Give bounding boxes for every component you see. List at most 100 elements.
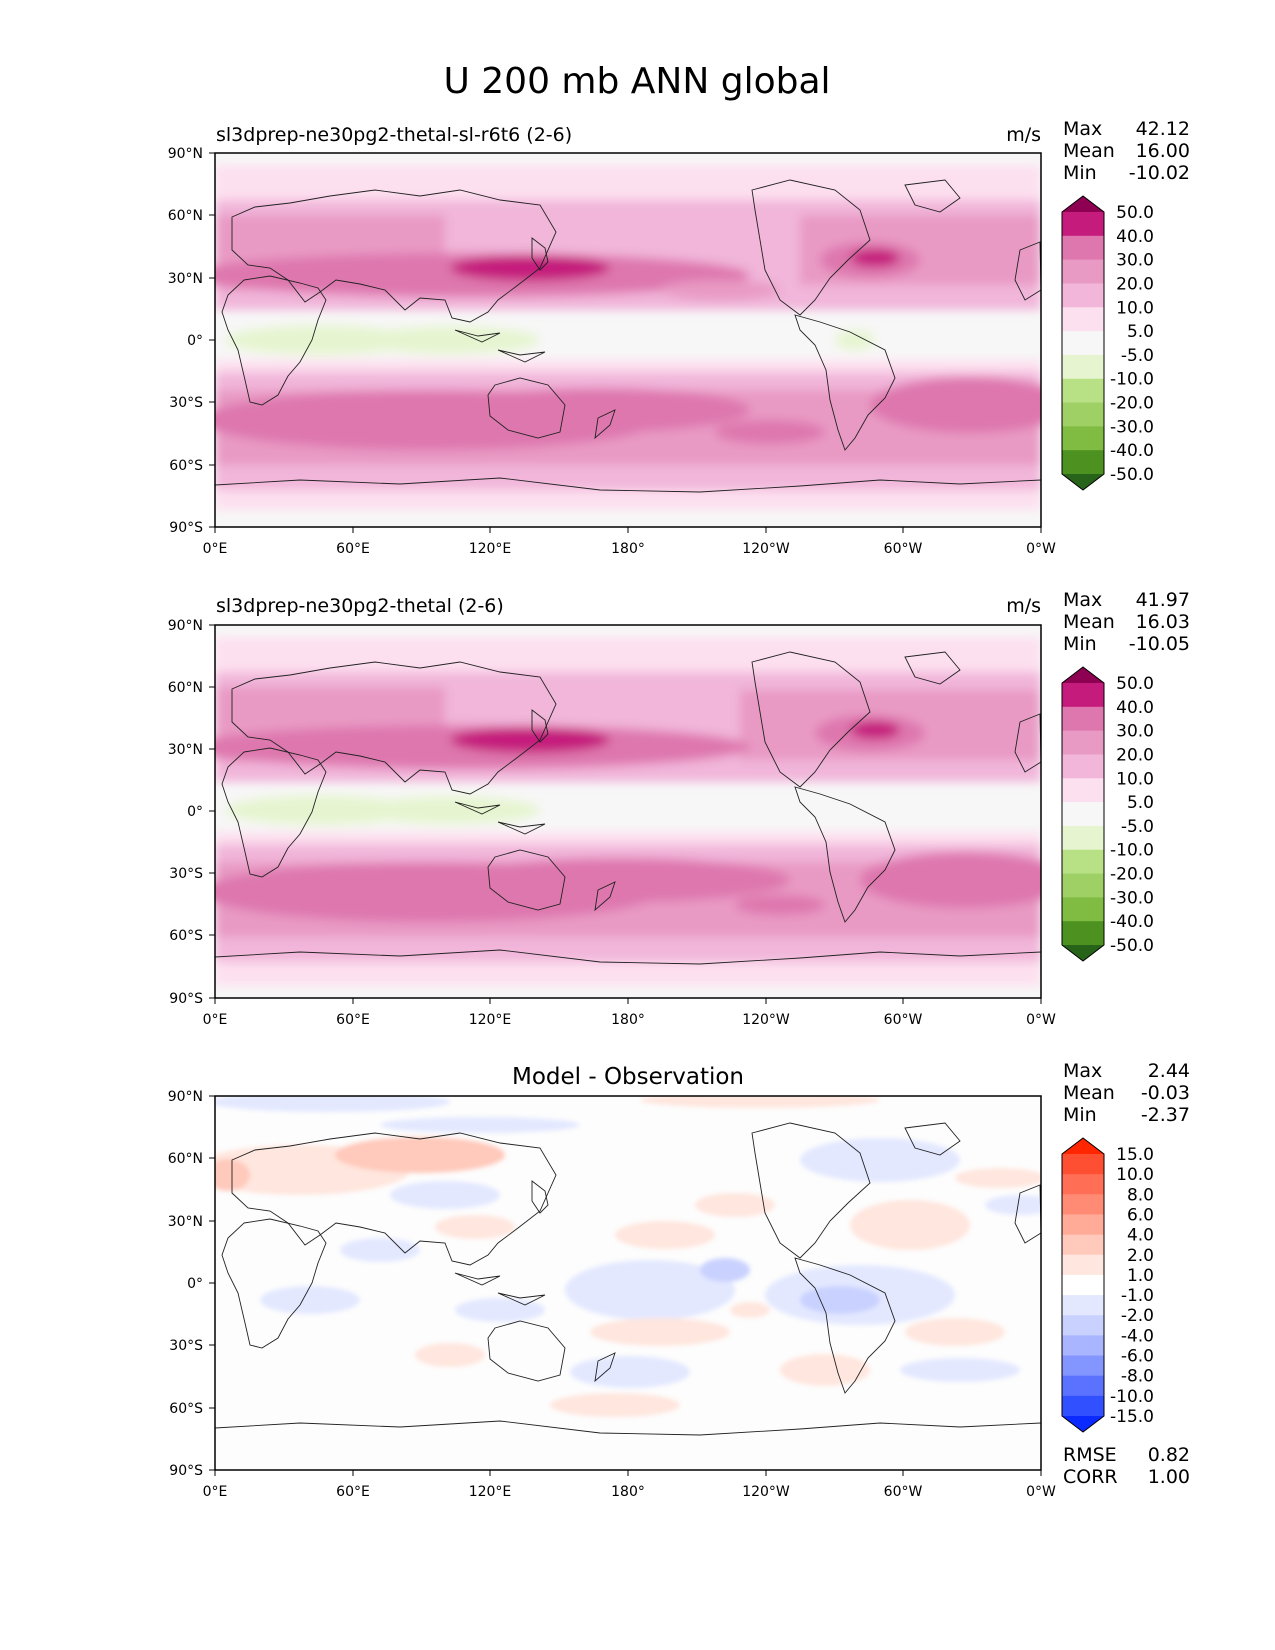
colorbar-segment (1062, 921, 1104, 946)
map-coastlines (215, 1122, 1041, 1436)
colorbar-segment (1062, 283, 1104, 308)
lon-tick-label: 60°E (336, 1012, 370, 1028)
stats-block: Max 41.97 Mean 16.03 Min -10.05 (1063, 589, 1190, 655)
lat-tick-label: 90°N (168, 1089, 203, 1105)
error-stats: RMSE 0.82 CORR 1.00 (1063, 1444, 1190, 1488)
panel-title: Model - Observation (512, 1064, 744, 1090)
colorbar-segment (1062, 212, 1104, 237)
map-field (215, 1096, 1041, 1470)
colorbar-tick-label: 15.0 (1116, 1145, 1154, 1165)
colorbar-tick-label: 10.0 (1116, 769, 1154, 789)
colorbar-segment (1062, 1194, 1104, 1215)
stat-label: Min (1063, 633, 1097, 655)
colorbar-tick-label: 30.0 (1116, 251, 1154, 271)
colorbar-segment (1062, 802, 1104, 827)
colorbar-extend-min (1062, 945, 1104, 961)
lat-tick-label: 30°S (169, 395, 203, 411)
colorbar-segment (1062, 778, 1104, 803)
colorbar-segment (1062, 307, 1104, 332)
lon-tick-label: 120°W (742, 1012, 790, 1028)
colorbar-segment (1062, 1274, 1104, 1296)
stat-label: Mean (1063, 140, 1115, 162)
colorbar: 50.0 40.0 30.0 20.0 10.0 5.0 -5.0 -10.0 -20.0 -30… (1061, 666, 1154, 962)
lat-tick-label: 30°N (168, 1214, 203, 1230)
colorbar-extend-min (1062, 474, 1104, 490)
lat-tick-label: 30°S (169, 1338, 203, 1354)
colorbar-segment (1062, 426, 1104, 451)
lat-tick-label: 30°N (168, 271, 203, 287)
colorbar-tick-label: 50.0 (1116, 674, 1154, 694)
colorbar-tick-label: 10.0 (1116, 298, 1154, 318)
stat-value: -10.02 (1129, 162, 1190, 184)
colorbar-tick-label: 50.0 (1116, 203, 1154, 223)
lat-axis: 90°N 60°N 30°N 0° 30°S 60°S 90°S (168, 618, 215, 1007)
lat-tick-label: 0° (187, 804, 203, 820)
lon-tick-label: 0°W (1026, 541, 1056, 557)
colorbar-segment (1062, 1295, 1104, 1316)
colorbar-tick-label: -50.0 (1110, 936, 1154, 956)
colorbar-segment (1062, 1355, 1104, 1377)
lat-tick-label: 90°N (168, 146, 203, 162)
colorbar-segment (1062, 825, 1104, 851)
colorbar-tick-label: 8.0 (1127, 1185, 1154, 1205)
panel-top: sl3dprep-ne30pg2-thetal-sl-r6t6 (2-6) m/… (168, 118, 1190, 557)
lon-tick-label: 180° (611, 1484, 645, 1500)
colorbar-outline (1061, 1137, 1105, 1433)
colorbar-segment (1062, 259, 1104, 284)
colorbar-tick-label: -2.0 (1121, 1306, 1154, 1326)
colorbar-tick-label: 2.0 (1127, 1246, 1154, 1266)
lon-axis: 0°E 60°E 120°E 180° 120°W 60°W 0°W (203, 1470, 1056, 1500)
stat-label: RMSE (1063, 1444, 1117, 1466)
colorbar-segment (1062, 1375, 1104, 1397)
stat-value: 16.03 (1136, 611, 1190, 633)
lat-tick-label: 60°N (168, 1151, 203, 1167)
colorbar-outline (1061, 666, 1105, 962)
colorbar-tick-label: -1.0 (1121, 1286, 1154, 1306)
stat-value: 42.12 (1136, 118, 1190, 140)
colorbar-tick-label: 20.0 (1116, 274, 1154, 294)
colorbar-extend-max (1062, 667, 1104, 683)
stat-value: 1.00 (1148, 1466, 1190, 1488)
colorbar-segment (1062, 849, 1104, 875)
lon-axis: 0°E 60°E 120°E 180° 120°W 60°W 0°W (203, 527, 1056, 557)
colorbar: 50.0 40.0 30.0 20.0 10.0 5.0 -5.0 -10.0 -20.0 -30… (1061, 195, 1154, 491)
lat-tick-label: 30°N (168, 742, 203, 758)
lat-axis: 90°N 60°N 30°N 0° 30°S 60°S 90°S (168, 1089, 215, 1479)
lon-tick-label: 180° (611, 541, 645, 557)
colorbar-tick-label: -50.0 (1110, 465, 1154, 485)
colorbar-extend-max (1062, 196, 1104, 212)
colorbar-extend-max (1062, 1138, 1104, 1154)
colorbar-tick-label: -10.0 (1110, 370, 1154, 390)
lon-tick-label: 60°E (336, 541, 370, 557)
lon-tick-label: 60°W (884, 1012, 923, 1028)
colorbar-tick-label: 5.0 (1127, 322, 1154, 342)
lon-tick-label: 60°W (884, 1484, 923, 1500)
colorbar-segment (1062, 873, 1104, 898)
stats-block: Max 42.12 Mean 16.00 Min -10.02 (1063, 118, 1190, 184)
colorbar-segment (1062, 1335, 1104, 1357)
stat-label: Mean (1063, 1082, 1115, 1104)
panel-units: m/s (1006, 595, 1041, 617)
lon-tick-label: 0°E (203, 1484, 228, 1500)
colorbar-tick-label: 6.0 (1127, 1205, 1154, 1225)
panel-difference: Model - Observation (168, 1060, 1190, 1500)
lat-tick-label: 60°N (168, 680, 203, 696)
colorbar-segment (1062, 683, 1104, 708)
lon-tick-label: 120°E (469, 1484, 512, 1500)
lon-tick-label: 60°W (884, 541, 923, 557)
colorbar-segment (1062, 730, 1104, 755)
map-field (215, 153, 1041, 527)
colorbar-segment (1062, 331, 1104, 356)
stat-label: Mean (1063, 611, 1115, 633)
stat-value: 16.00 (1136, 140, 1190, 162)
panel-units: m/s (1006, 124, 1041, 146)
stat-value: -10.05 (1129, 633, 1190, 655)
lon-tick-label: 120°W (742, 1484, 790, 1500)
colorbar-tick-label: -10.0 (1110, 1387, 1154, 1407)
colorbar-tick-label: -40.0 (1110, 441, 1154, 461)
colorbar-tick-label: -5.0 (1121, 817, 1154, 837)
colorbar-tick-label: -30.0 (1110, 888, 1154, 908)
stat-label: Max (1063, 1060, 1102, 1082)
lon-tick-label: 0°W (1026, 1484, 1056, 1500)
